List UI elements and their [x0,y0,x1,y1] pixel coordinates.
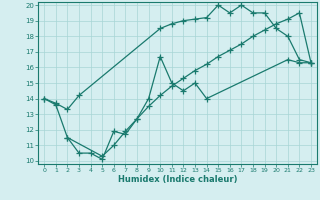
X-axis label: Humidex (Indice chaleur): Humidex (Indice chaleur) [118,175,237,184]
